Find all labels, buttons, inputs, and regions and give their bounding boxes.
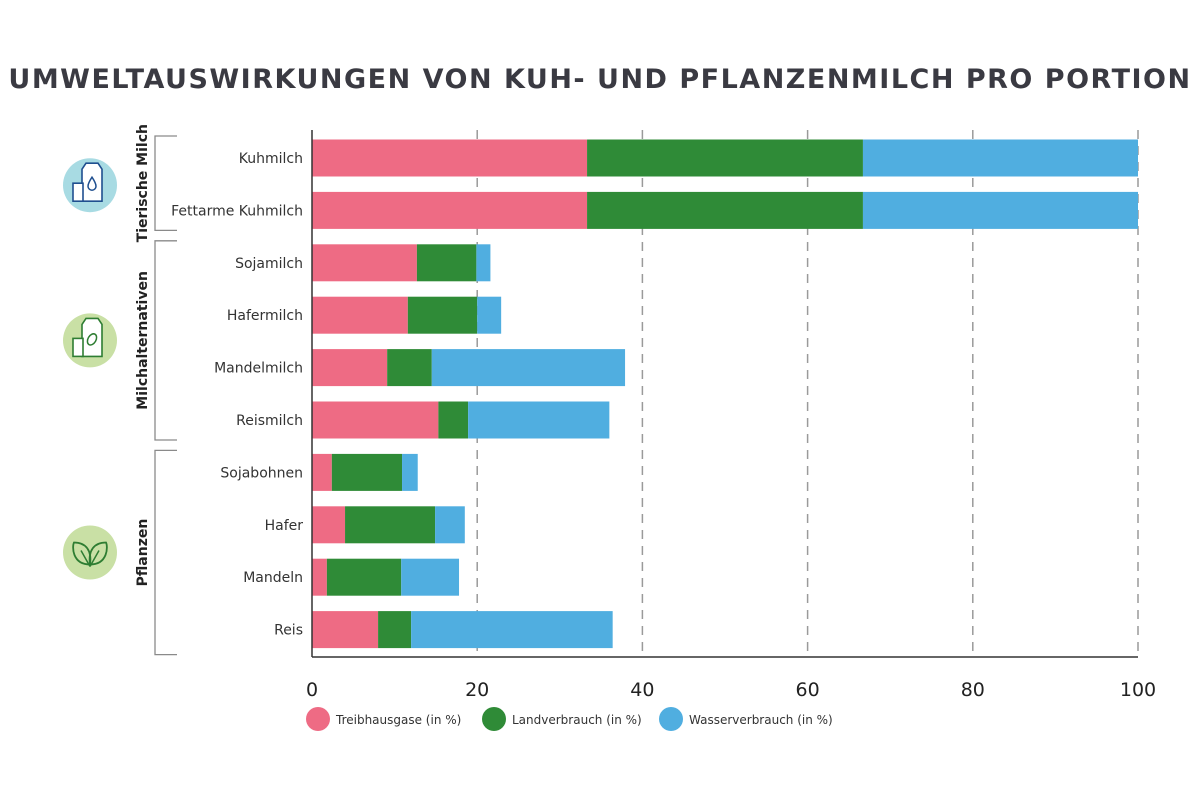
- group-bracket: [154, 135, 177, 232]
- x-tick-label: 100: [1120, 679, 1156, 701]
- bar-segment-treibhausgase: [312, 139, 588, 177]
- group-label: Milchalternativen: [135, 271, 151, 410]
- group-bracket: [154, 240, 177, 441]
- bar-segment-landverbrauch: [438, 401, 469, 439]
- x-tick-label: 40: [630, 679, 654, 701]
- leaf-shape: [88, 541, 108, 566]
- legend-swatch: [482, 707, 506, 731]
- glass-shape: [72, 182, 84, 202]
- category-label: Hafermilch: [227, 308, 303, 324]
- bar-segment-treibhausgase: [312, 558, 327, 596]
- bar-segment-wasserverbrauch: [402, 453, 418, 491]
- bar-segment-wasserverbrauch: [468, 401, 610, 439]
- bar-segment-treibhausgase: [312, 401, 439, 439]
- bar-segment-treibhausgase: [312, 296, 408, 334]
- bar-segment-wasserverbrauch: [431, 349, 626, 387]
- x-tick-label: 80: [961, 679, 985, 701]
- legend-swatch: [306, 707, 330, 731]
- group-label: Tierische Milch: [135, 124, 151, 242]
- group-bracket: [154, 449, 177, 656]
- group-label: Pflanzen: [135, 519, 151, 587]
- category-label: Kuhmilch: [239, 151, 303, 167]
- bar-segment-wasserverbrauch: [476, 244, 491, 282]
- chart-title: UMWELTAUSWIRKUNGEN VON KUH- UND PFLANZEN…: [8, 64, 1191, 95]
- legend-label: Treibhausgase (in %): [335, 713, 461, 727]
- legend-swatch: [659, 707, 683, 731]
- bar-segment-landverbrauch: [345, 506, 436, 544]
- category-label: Mandeln: [243, 570, 303, 586]
- bar-segment-treibhausgase: [312, 349, 388, 387]
- bar-segment-wasserverbrauch: [401, 558, 460, 596]
- bar-segment-landverbrauch: [587, 191, 863, 229]
- stem-shape: [80, 550, 100, 567]
- bar-segment-landverbrauch: [331, 453, 403, 491]
- category-label: Mandelmilch: [214, 361, 303, 377]
- bar-segment-landverbrauch: [387, 349, 432, 387]
- bar-segment-landverbrauch: [407, 296, 478, 334]
- leaves-icon: [63, 525, 117, 580]
- x-tick-label: 0: [306, 679, 318, 701]
- bar-segment-wasserverbrauch: [862, 191, 1138, 229]
- drop-shape: [87, 175, 97, 191]
- legend-label: Landverbrauch (in %): [512, 713, 642, 727]
- bar-segment-treibhausgase: [312, 244, 417, 282]
- bean-shape: [86, 333, 98, 346]
- bar-segment-wasserverbrauch: [477, 296, 502, 334]
- category-label: Sojamilch: [235, 256, 303, 272]
- bar-segment-wasserverbrauch: [411, 611, 613, 649]
- plant-milk-carton-icon: [63, 313, 117, 368]
- category-label: Sojabohnen: [220, 465, 303, 481]
- bar-segment-landverbrauch: [326, 558, 402, 596]
- bar-segment-wasserverbrauch: [862, 139, 1138, 177]
- glass-shape: [72, 337, 84, 358]
- legend-label: Wasserverbrauch (in %): [689, 713, 833, 727]
- x-tick-label: 60: [796, 679, 820, 701]
- bar-segment-wasserverbrauch: [435, 506, 465, 544]
- x-tick-label: 20: [465, 679, 489, 701]
- bar-segment-treibhausgase: [312, 191, 588, 229]
- category-label: Fettarme Kuhmilch: [171, 203, 303, 219]
- bar-segment-treibhausgase: [312, 506, 346, 544]
- bar-segment-treibhausgase: [312, 611, 379, 649]
- bar-segment-treibhausgase: [312, 453, 332, 491]
- category-label: Hafer: [265, 518, 304, 534]
- category-label: Reis: [274, 623, 303, 639]
- bar-segment-landverbrauch: [416, 244, 477, 282]
- milk-carton-icon: [63, 158, 117, 213]
- bar-segment-landverbrauch: [587, 139, 863, 177]
- category-label: Reismilch: [236, 413, 303, 429]
- bar-segment-landverbrauch: [378, 611, 412, 649]
